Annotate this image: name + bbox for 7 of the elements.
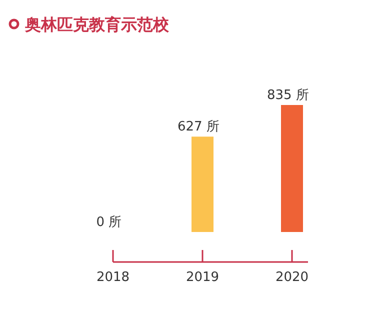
data-label: 835 所: [267, 88, 309, 103]
x-tick-label: 2020: [275, 270, 309, 285]
data-label: 0 所: [96, 215, 122, 230]
data-label: 627 所: [178, 120, 220, 135]
chart-title: 奥林匹克教育示范校: [24, 15, 170, 34]
x-tick-label: 2018: [96, 270, 130, 285]
x-tick-label: 2019: [186, 270, 220, 285]
